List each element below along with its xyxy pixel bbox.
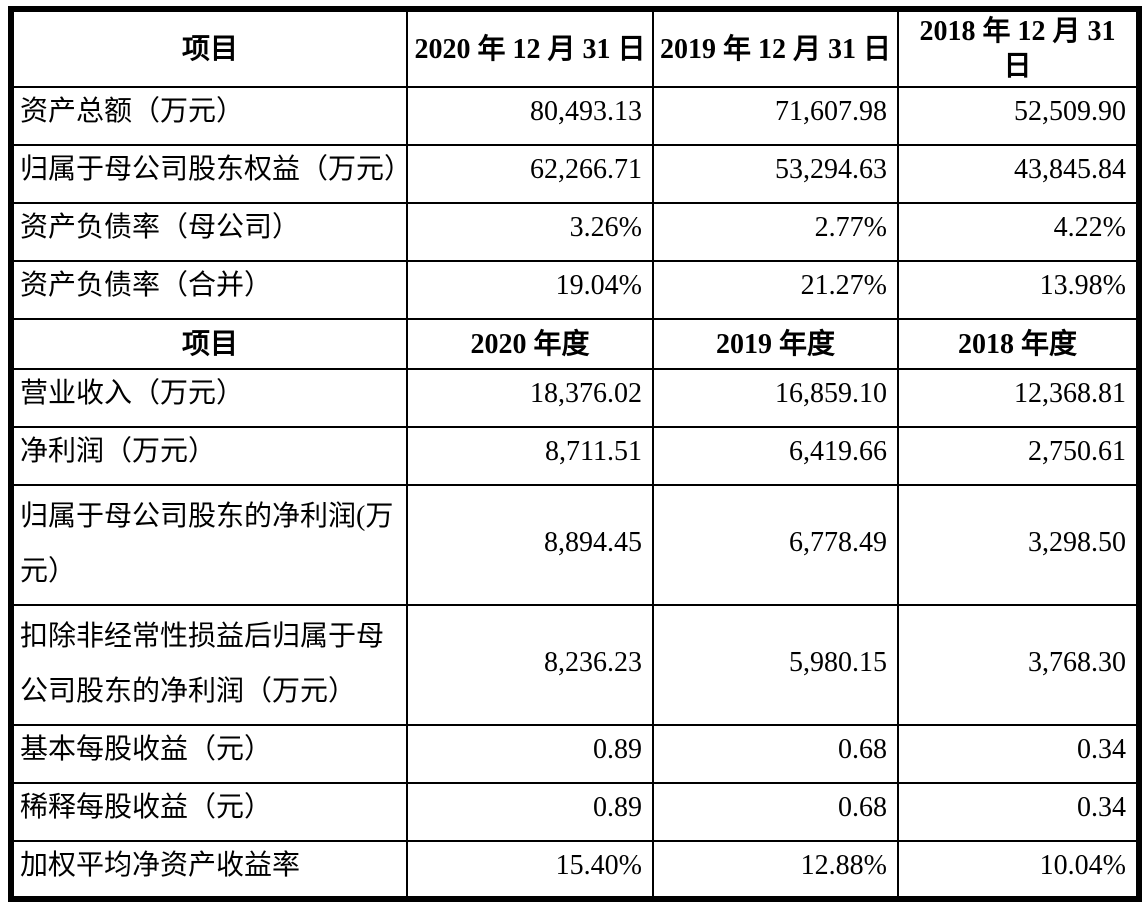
value-cell: 6,419.66 <box>652 426 899 486</box>
value-cell: 71,607.98 <box>652 86 899 146</box>
value-cell: 21.27% <box>652 260 899 320</box>
table-row-net-profit-deducted: 扣除非经常性损益后归属于母公司股东的净利润（万元） 8,236.23 5,980… <box>10 603 1140 726</box>
row-label-cell: 资产负债率（合并） <box>10 260 408 320</box>
column-header-2020-12-31: 2020 年 12 月 31 日 <box>406 8 654 88</box>
table-header-row-balance: 项目 2020 年 12 月 31 日 2019 年 12 月 31 日 201… <box>10 8 1140 88</box>
row-label-cell: 扣除非经常性损益后归属于母公司股东的净利润（万元） <box>10 603 408 726</box>
value-cell: 62,266.71 <box>406 144 654 204</box>
table-row-debt-ratio-parent: 资产负债率（母公司） 3.26% 2.77% 4.22% <box>10 202 1140 262</box>
table-row-net-profit: 净利润（万元） 8,711.51 6,419.66 2,750.61 <box>10 426 1140 486</box>
value-cell: 80,493.13 <box>406 86 654 146</box>
row-label-cell: 加权平均净资产收益率 <box>10 839 408 900</box>
value-cell: 0.68 <box>652 723 899 784</box>
value-cell: 3,298.50 <box>897 484 1140 606</box>
value-cell: 19.04% <box>406 260 654 320</box>
table-row-total-assets: 资产总额（万元） 80,493.13 71,607.98 52,509.90 <box>10 86 1140 146</box>
document-page: 项目 2020 年 12 月 31 日 2019 年 12 月 31 日 201… <box>8 6 1142 902</box>
value-cell: 12,368.81 <box>897 368 1140 428</box>
row-label-cell: 稀释每股收益（元） <box>10 781 408 842</box>
table-row-net-profit-parent: 归属于母公司股东的净利润(万元） 8,894.45 6,778.49 3,298… <box>10 484 1140 606</box>
column-header-item: 项目 <box>10 318 408 370</box>
table-header-row-income: 项目 2020 年度 2019 年度 2018 年度 <box>10 318 1140 370</box>
column-header-2018-annual: 2018 年度 <box>897 318 1140 370</box>
value-cell: 6,778.49 <box>652 484 899 606</box>
column-header-2020-annual: 2020 年度 <box>406 318 654 370</box>
row-label-cell: 基本每股收益（元） <box>10 723 408 784</box>
value-cell: 10.04% <box>897 839 1140 900</box>
column-header-2019-annual: 2019 年度 <box>652 318 899 370</box>
row-label-cell: 净利润（万元） <box>10 426 408 486</box>
value-cell: 0.68 <box>652 781 899 842</box>
value-cell: 13.98% <box>897 260 1140 320</box>
table-row-debt-ratio-consolidated: 资产负债率（合并） 19.04% 21.27% 13.98% <box>10 260 1140 320</box>
column-header-2019-12-31: 2019 年 12 月 31 日 <box>652 8 899 88</box>
value-cell: 5,980.15 <box>652 603 899 726</box>
value-cell: 8,236.23 <box>406 603 654 726</box>
value-cell: 4.22% <box>897 202 1140 262</box>
table-row-weighted-avg-roe: 加权平均净资产收益率 15.40% 12.88% 10.04% <box>10 839 1140 900</box>
table-row-operating-revenue: 营业收入（万元） 18,376.02 16,859.10 12,368.81 <box>10 368 1140 428</box>
financial-summary-table: 项目 2020 年 12 月 31 日 2019 年 12 月 31 日 201… <box>8 6 1142 902</box>
value-cell: 0.34 <box>897 723 1140 784</box>
row-label-cell: 归属于母公司股东的净利润(万元） <box>10 484 408 606</box>
table-row-basic-eps: 基本每股收益（元） 0.89 0.68 0.34 <box>10 723 1140 784</box>
column-header-2018-12-31: 2018 年 12 月 31 日 <box>897 8 1140 88</box>
value-cell: 8,711.51 <box>406 426 654 486</box>
value-cell: 12.88% <box>652 839 899 900</box>
table-row-diluted-eps: 稀释每股收益（元） 0.89 0.68 0.34 <box>10 781 1140 842</box>
row-label-cell: 营业收入（万元） <box>10 368 408 428</box>
value-cell: 16,859.10 <box>652 368 899 428</box>
value-cell: 2,750.61 <box>897 426 1140 486</box>
value-cell: 18,376.02 <box>406 368 654 428</box>
value-cell: 0.34 <box>897 781 1140 842</box>
value-cell: 52,509.90 <box>897 86 1140 146</box>
row-label-cell: 资产负债率（母公司） <box>10 202 408 262</box>
value-cell: 3,768.30 <box>897 603 1140 726</box>
value-cell: 0.89 <box>406 781 654 842</box>
value-cell: 3.26% <box>406 202 654 262</box>
column-header-item: 项目 <box>10 8 408 88</box>
value-cell: 15.40% <box>406 839 654 900</box>
value-cell: 8,894.45 <box>406 484 654 606</box>
value-cell: 43,845.84 <box>897 144 1140 204</box>
value-cell: 53,294.63 <box>652 144 899 204</box>
value-cell: 2.77% <box>652 202 899 262</box>
row-label-cell: 资产总额（万元） <box>10 86 408 146</box>
value-cell: 0.89 <box>406 723 654 784</box>
row-label-cell: 归属于母公司股东权益（万元） <box>10 144 408 204</box>
table-row-parent-equity: 归属于母公司股东权益（万元） 62,266.71 53,294.63 43,84… <box>10 144 1140 204</box>
